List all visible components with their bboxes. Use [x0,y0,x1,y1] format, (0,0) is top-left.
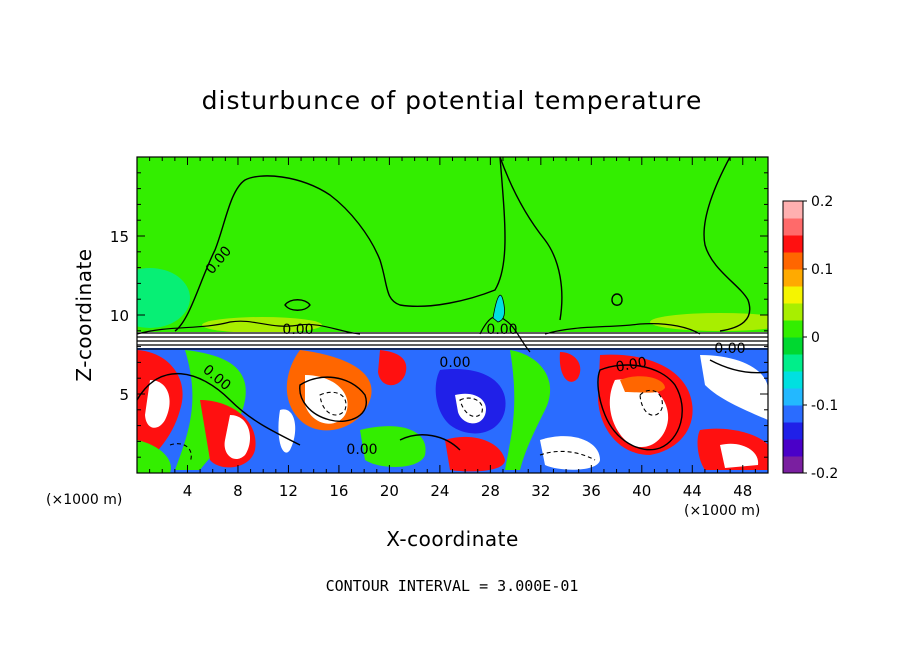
x-tick-label: 44 [683,482,702,500]
x-tick-label: 12 [279,482,298,500]
x-tick-label: 36 [582,482,601,500]
turbulence-patch [700,355,768,420]
colorbar-swatch [783,201,803,219]
colorbar-swatch [783,405,803,423]
negative-contour [459,397,483,418]
colorbar-swatch [783,303,803,321]
contour-label: 0.00 [346,442,377,458]
weak-negative-patch [137,268,190,328]
weak-positive-patch-left [202,317,322,333]
y-axis-label: Z-coordinate [72,248,96,382]
y-tick-label: 15 [110,228,129,246]
x-tick-label: 28 [481,482,500,500]
zero-contour [137,373,301,446]
colorbar-swatch [783,456,803,474]
zero-contour [703,157,751,332]
x-tick-label: 24 [430,482,449,500]
x-axis-label: X-coordinate [386,527,519,551]
contour-label: 0.00 [486,322,517,338]
y-tick-label: 10 [110,307,129,325]
colorbar: 0.2 0.1 0 -0.1 -0.2 [782,194,838,482]
turbulence-patch [145,380,170,428]
zero-contour [499,157,563,321]
colorbar-tick-label: 0.2 [811,194,833,210]
colorbar-swatch [783,286,803,304]
colorbar-swatch [783,320,803,338]
x-tick-label: 32 [531,482,550,500]
turbulence-patch [505,350,551,470]
chart-title: disturbunce of potential temperature [201,86,703,115]
weak-positive-patch-right [650,313,768,331]
turbulence-patch [137,440,171,473]
interface-contour [544,323,701,335]
turbulence-patch [609,379,669,448]
turbulence-patch [559,352,581,382]
colorbar-tick-label: 0 [811,330,820,346]
turbulence-patch [278,409,296,453]
x-tick-label: 40 [632,482,651,500]
colorbar-swatch [783,252,803,270]
turbulence-patch [445,436,505,472]
negative-contour [169,443,192,463]
colorbar-tick-label: -0.2 [811,466,838,482]
x-tick-label: 20 [380,482,399,500]
contour-label: 0.00 [282,322,313,338]
turbulence-patch [224,415,250,460]
colorbar-swatch [783,337,803,355]
zero-contour [709,359,768,374]
colorbar-swatch [783,422,803,440]
plot-area: 0.000.000.000.000.000.000.00 0.00 [137,157,768,473]
x-tick-label: 8 [233,482,243,500]
colorbar-swatch [783,354,803,372]
y-axis-ticks: 5 10 15 [110,172,768,458]
turbulence-patch [305,375,348,424]
colorbar-swatch [783,439,803,457]
turbulence-patch [720,443,759,468]
zero-contour [597,364,683,451]
x-tick-label: 4 [183,482,193,500]
negative-contour [639,389,663,416]
interface-band [137,332,768,348]
upper-layer-fill [137,157,768,332]
interface-contour [137,320,361,335]
zero-contour [174,157,506,332]
negative-contour [319,391,347,416]
colorbar-swatch [783,388,803,406]
turbulence-patch [620,376,665,393]
x-axis-ticks: 4 8 12 16 20 24 28 32 36 40 44 48 [149,157,756,500]
colorbar-swatch [783,269,803,287]
interface-contour [492,294,505,323]
contour-label: 0.00 [615,354,648,375]
x-tick-label: 48 [733,482,752,500]
contour-lines [137,157,768,463]
contour-interval-note: CONTOUR INTERVAL = 3.000E-01 [325,577,579,595]
y-tick-label: 5 [119,386,129,404]
colorbar-tick-label: -0.1 [811,398,838,414]
negative-contour [539,450,596,461]
zero-contour [299,376,367,422]
contour-label: 0.00 [714,341,745,357]
zero-contour [284,299,311,311]
colorbar-tick-label: 0.1 [811,262,833,278]
turbulence-patch [540,436,600,470]
contour-label: 0.00 [439,355,470,371]
x-tick-label: 16 [329,482,348,500]
interface-contour [479,315,531,353]
colorbar-swatch [783,235,803,253]
zero-contour [399,434,461,451]
colorbar-swatch [783,218,803,236]
colorbar-swatch [783,371,803,389]
x-unit-label-right: (×1000 m) [684,503,761,519]
x-unit-label-left: (×1000 m) [46,492,123,508]
turbulence-patch [378,350,407,386]
zero-contour [611,293,623,306]
